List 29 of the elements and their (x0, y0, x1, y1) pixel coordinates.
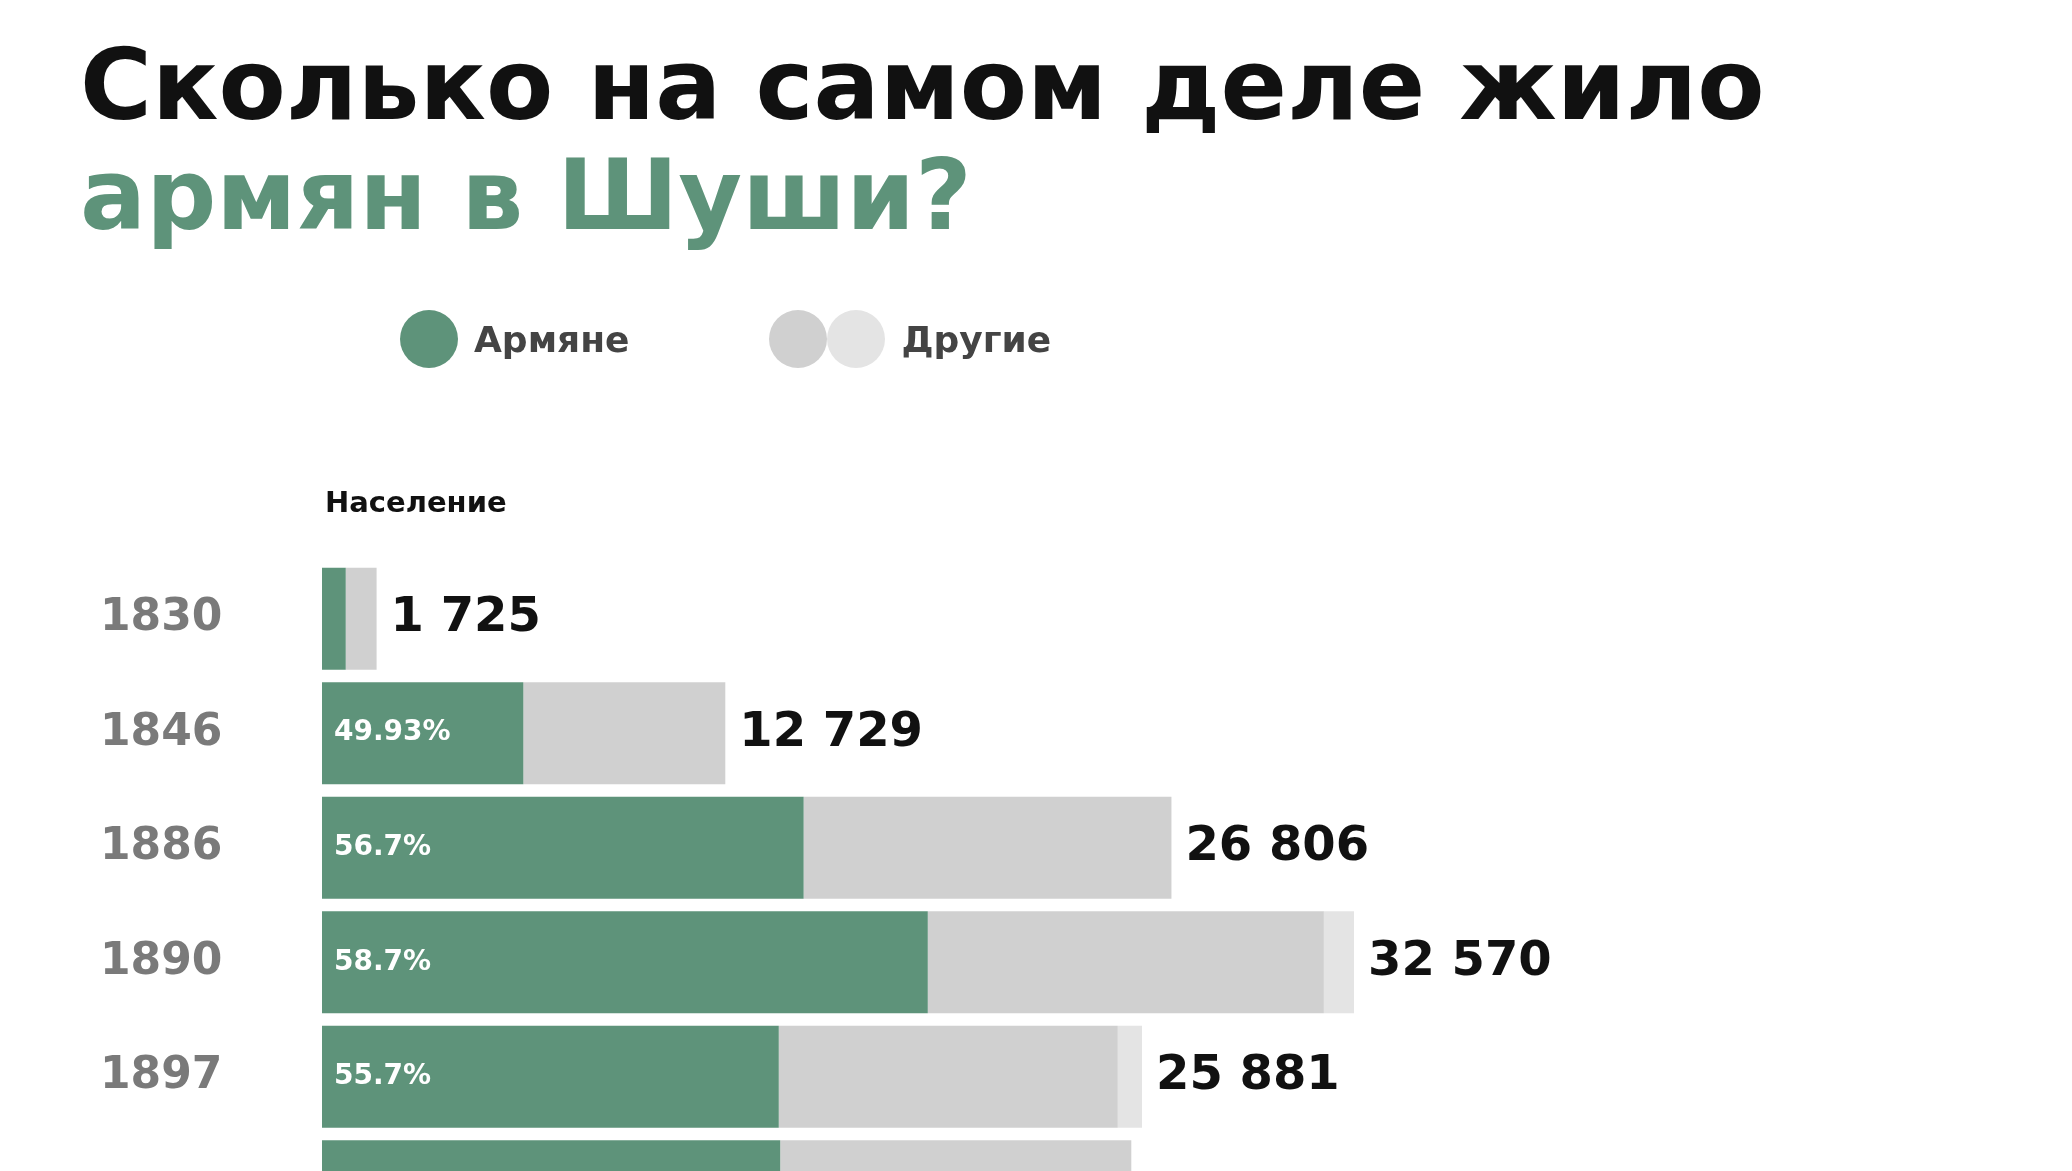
bar (345, 567, 377, 670)
y-tick-label: 1886 (100, 818, 223, 870)
bar (778, 1025, 1118, 1128)
annotation: 58.7% (334, 943, 432, 977)
bar (322, 682, 524, 785)
annotation: 1 725 (390, 586, 541, 643)
legend-label: Другие (901, 318, 1052, 360)
bar (322, 1025, 779, 1128)
y-tick-label: 1846 (100, 703, 223, 755)
bar (927, 911, 1324, 1014)
bar (322, 567, 346, 670)
bar (1323, 911, 1354, 1014)
legend-label: Армяне (474, 318, 630, 360)
x-axis-title: Население (325, 485, 507, 519)
y-tick-label: 1897 (100, 1047, 223, 1099)
bar (1117, 1025, 1143, 1128)
annotation: 32 570 (1368, 929, 1552, 986)
annotation: 12 729 (739, 700, 924, 757)
annotation: 55.7% (334, 1058, 432, 1092)
y-tick-label: 1890 (100, 932, 223, 984)
y-tick-label: 1830 (100, 589, 223, 641)
annotation: 25 881 (1156, 1044, 1340, 1101)
annotation: 49.93% (334, 714, 451, 748)
bar (322, 796, 804, 899)
annotation: 26 806 (1185, 815, 1370, 872)
annotation: 56.7% (334, 829, 432, 863)
bar (803, 796, 1172, 899)
bar (322, 911, 928, 1014)
bar (523, 682, 726, 785)
